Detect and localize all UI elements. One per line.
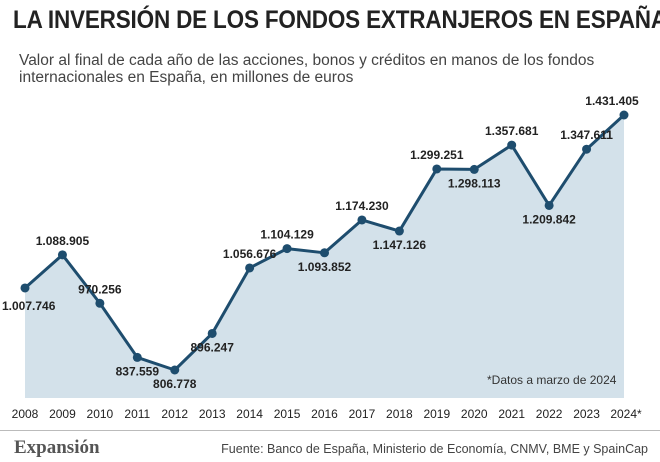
data-label: 1.088.905 bbox=[36, 234, 90, 248]
data-label: 1.298.113 bbox=[448, 176, 501, 190]
data-label: 1.209.842 bbox=[522, 212, 576, 226]
data-label: 1.104.129 bbox=[260, 228, 314, 242]
data-point bbox=[57, 250, 67, 260]
chart-title: LA INVERSIÓN DE LOS FONDOS EXTRANJEROS E… bbox=[13, 6, 660, 34]
x-tick-label: 2011 bbox=[124, 407, 150, 421]
data-point bbox=[282, 244, 292, 254]
x-tick-label: 2010 bbox=[87, 407, 114, 421]
x-tick-label: 2020 bbox=[461, 407, 488, 421]
data-label: 1.299.251 bbox=[410, 148, 464, 162]
data-label: 896.247 bbox=[190, 340, 234, 354]
data-point bbox=[394, 226, 404, 236]
data-point bbox=[619, 110, 629, 120]
data-point bbox=[507, 140, 517, 150]
area-chart: 1.007.746 2008 1.088.905 2009 970.256 2010 837… bbox=[2, 94, 642, 421]
data-point bbox=[320, 248, 329, 258]
data-label: 1.431.405 bbox=[585, 94, 639, 108]
data-point bbox=[207, 328, 217, 338]
footer-divider bbox=[0, 430, 660, 431]
chart-subtitle: Valor al final de cada año de las accion… bbox=[19, 52, 595, 86]
data-label: 806.778 bbox=[153, 377, 197, 391]
data-point bbox=[95, 298, 105, 308]
x-tick-label: 2024* bbox=[610, 407, 642, 421]
x-tick-label: 2023 bbox=[573, 407, 600, 421]
data-label: 1.174.230 bbox=[335, 199, 389, 213]
data-label: 1.357.681 bbox=[485, 124, 539, 138]
data-point bbox=[245, 263, 255, 273]
x-tick-label: 2009 bbox=[49, 407, 76, 421]
data-label: 1.056.676 bbox=[223, 247, 277, 261]
x-tick-label: 2016 bbox=[311, 407, 338, 421]
data-label: 970.256 bbox=[78, 282, 122, 296]
x-tick-label: 2018 bbox=[386, 407, 413, 421]
x-tick-label: 2017 bbox=[349, 407, 376, 421]
data-label: 1.093.852 bbox=[298, 260, 352, 274]
data-point bbox=[357, 215, 367, 225]
x-tick-label: 2019 bbox=[423, 407, 450, 421]
data-point bbox=[170, 365, 180, 375]
x-tick-label: 2013 bbox=[199, 407, 226, 421]
x-tick-label: 2021 bbox=[498, 407, 525, 421]
x-tick-label: 2012 bbox=[161, 407, 188, 421]
x-tick-label: 2015 bbox=[274, 407, 301, 421]
x-tick-label: 2022 bbox=[536, 407, 563, 421]
data-point bbox=[132, 352, 142, 362]
data-label: 1.147.126 bbox=[373, 238, 427, 252]
data-point bbox=[469, 164, 479, 174]
data-point bbox=[582, 144, 592, 154]
x-tick-label: 2008 bbox=[12, 407, 39, 421]
data-point bbox=[432, 164, 442, 174]
brand-logo: Expansión bbox=[14, 437, 100, 458]
data-label: 837.559 bbox=[116, 364, 160, 378]
data-label: 1.347.611 bbox=[560, 128, 613, 142]
data-label: 1.007.746 bbox=[2, 299, 56, 313]
source-text: Fuente: Banco de España, Ministerio de E… bbox=[221, 442, 648, 456]
x-tick-label: 2014 bbox=[236, 407, 263, 421]
data-point bbox=[544, 200, 554, 210]
data-point bbox=[20, 283, 30, 293]
data-note: *Datos a marzo de 2024 bbox=[487, 373, 617, 387]
